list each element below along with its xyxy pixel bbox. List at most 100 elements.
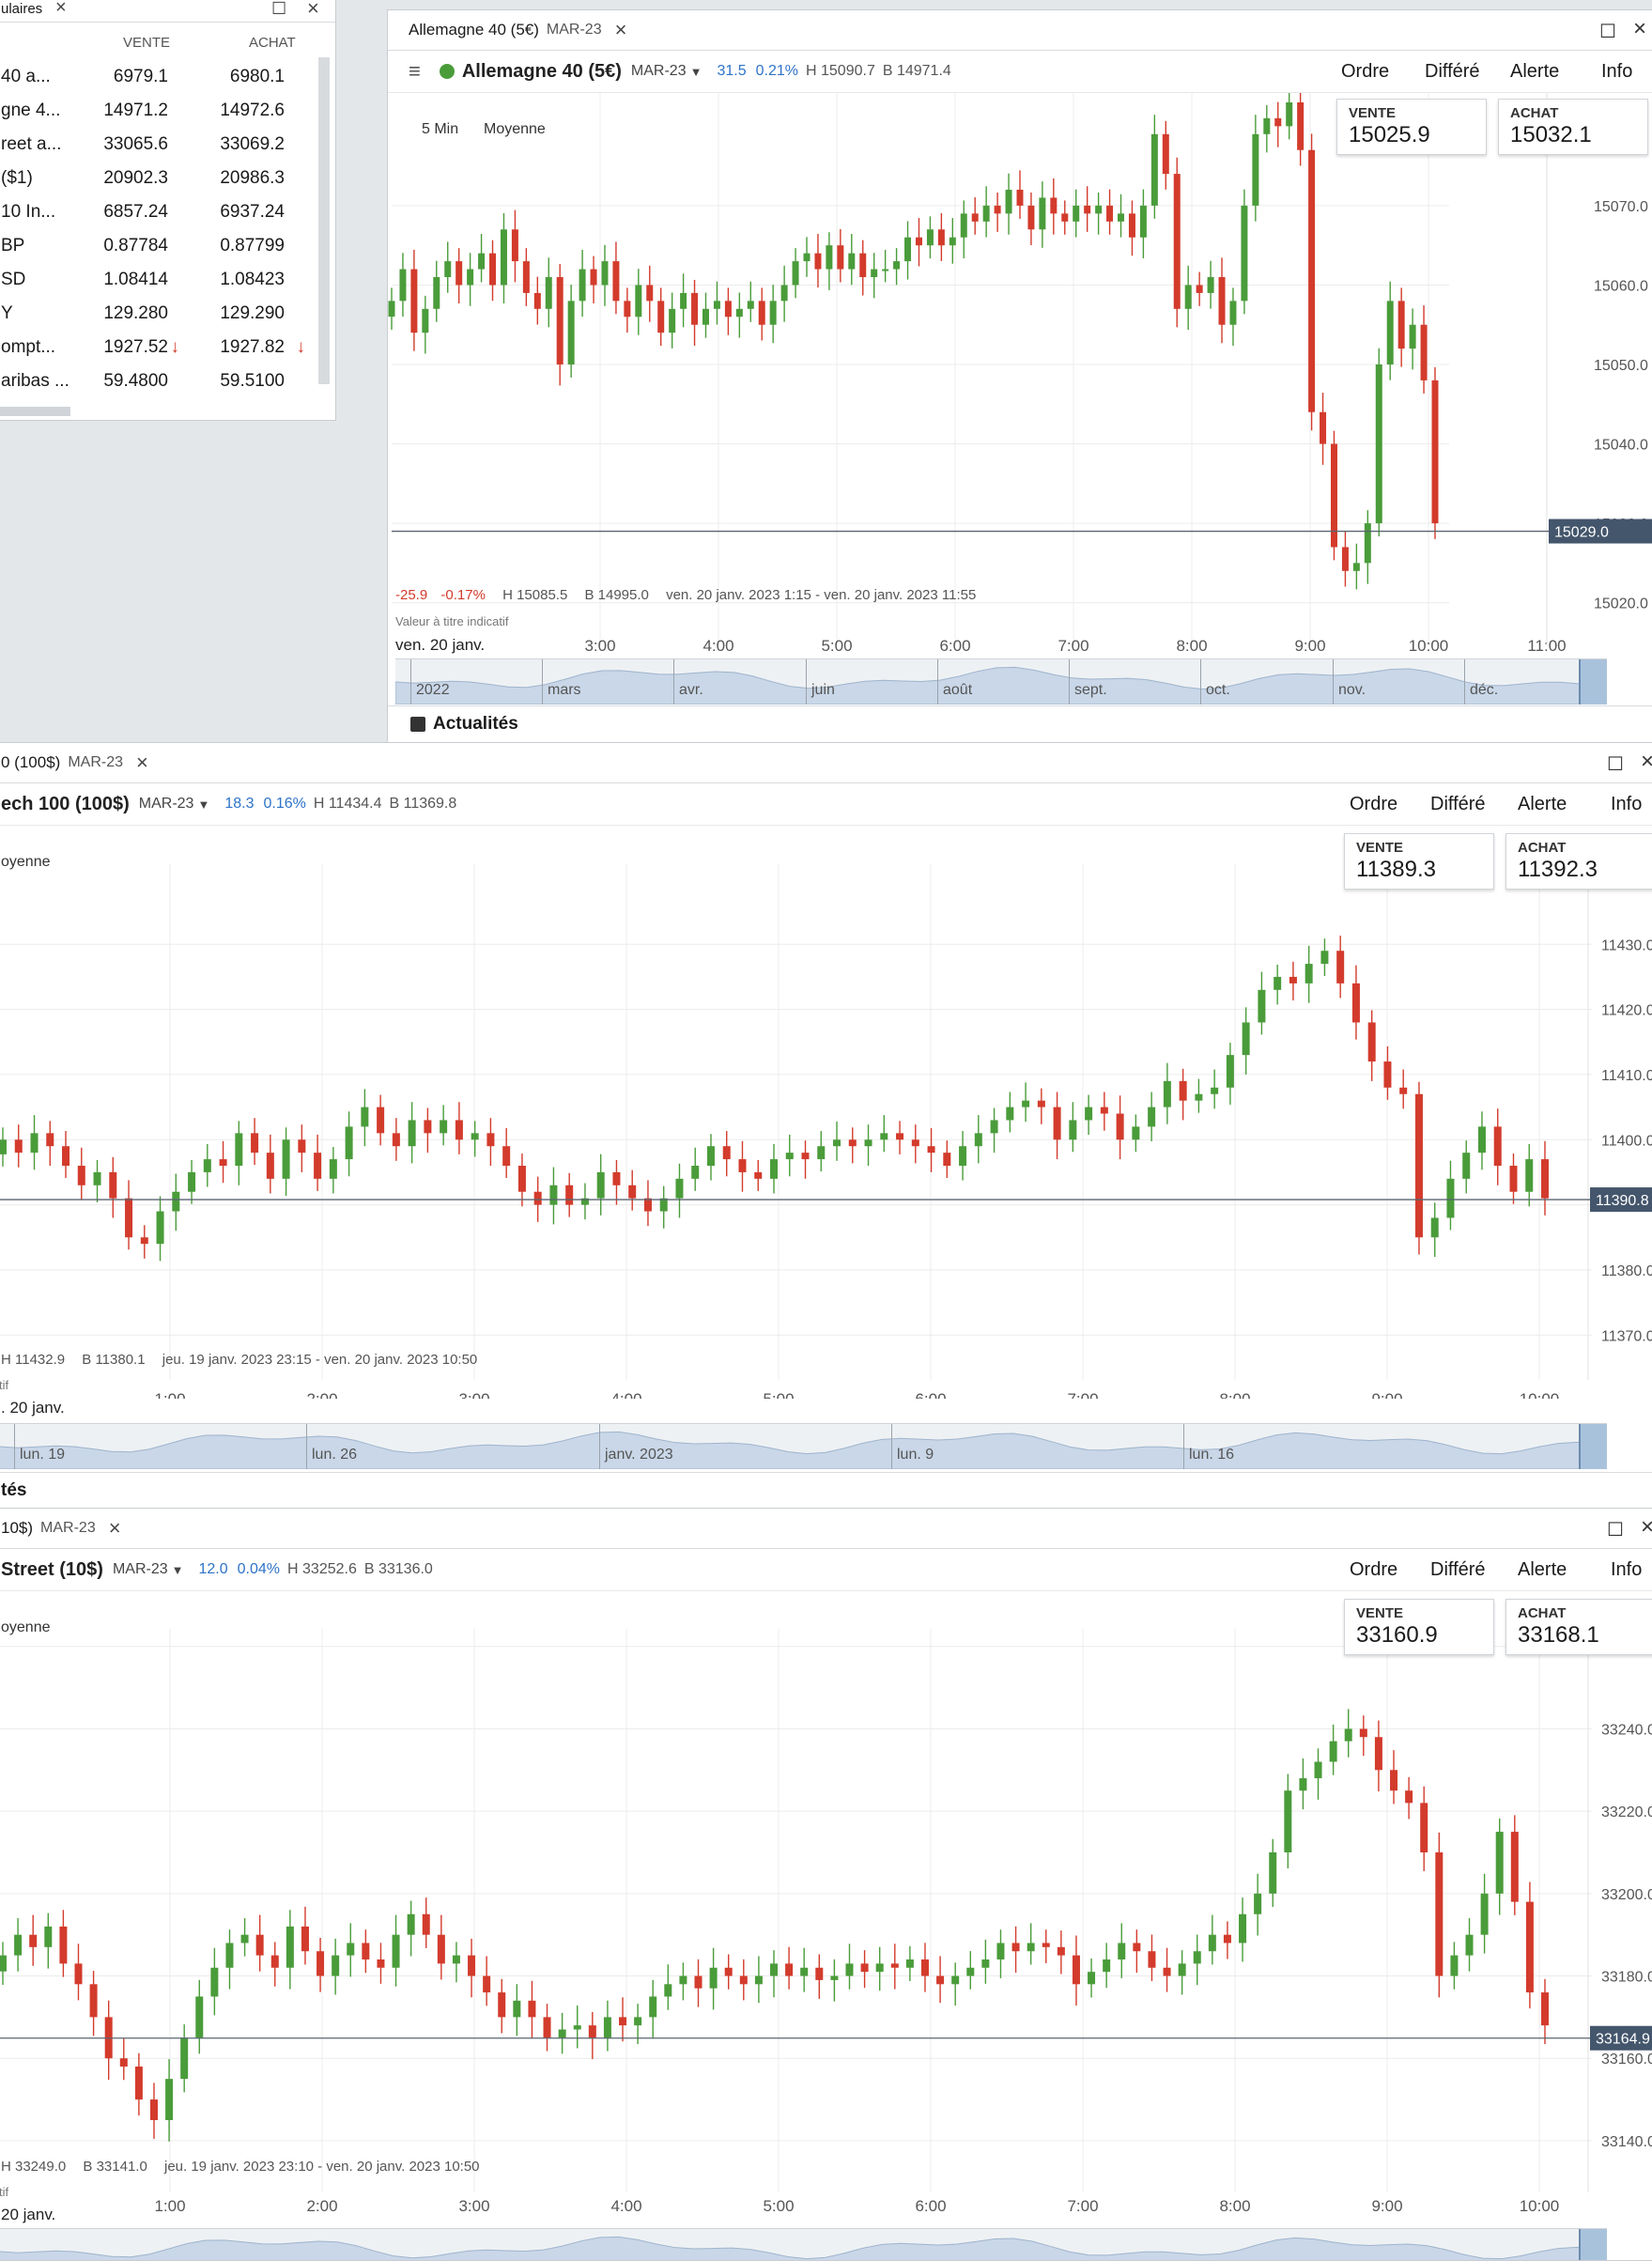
maximize-icon[interactable]: ☐	[1599, 22, 1616, 42]
watchlist-row[interactable]: gne 4... 14971.2 14972.6	[0, 93, 318, 127]
buy-price-button[interactable]: ACHAT 11392.3	[1505, 833, 1652, 890]
candle-body	[522, 261, 530, 293]
candle-up	[1477, 1111, 1486, 1170]
info-button[interactable]: Info	[1611, 793, 1643, 814]
watchlist-row[interactable]: reet a... 33065.6 33069.2	[0, 127, 318, 161]
instrument-expiry[interactable]: MAR-23	[112, 1561, 168, 1577]
menu-icon[interactable]: ≡	[409, 59, 421, 83]
watchlist-row[interactable]: 40 a... 6979.1 6980.1	[0, 59, 318, 93]
timeline-navigator[interactable]: 2022 mars avr. juin août sept. oct. nov. déc.	[395, 658, 1607, 705]
instrument-expiry[interactable]: MAR-23	[630, 63, 687, 79]
watchlist-row[interactable]: ($1) 20902.3 20986.3	[0, 161, 318, 194]
candle-up	[1193, 1934, 1201, 1986]
candle-down	[859, 240, 867, 296]
sell-price-button[interactable]: VENTE 33160.9	[1344, 1599, 1494, 1655]
session-change-pct: -0.17%	[440, 587, 486, 603]
candle-down	[915, 218, 922, 267]
expiry-dropdown-icon[interactable]: ▼	[171, 1562, 184, 1577]
watchlist-row[interactable]: Y 129.280 129.290	[0, 296, 318, 330]
candle-down	[628, 1169, 637, 1211]
watchlist-maximize-icon[interactable]: ☐	[271, 0, 287, 18]
alert-button[interactable]: Alerte	[1518, 1558, 1567, 1580]
order-button[interactable]: Ordre	[1341, 60, 1390, 82]
buy-price-button[interactable]: ACHAT 33168.1	[1505, 1599, 1652, 1655]
window-close-icon[interactable]: ×	[1641, 749, 1652, 775]
timeline-navigator[interactable]	[0, 2228, 1607, 2260]
indicative-note: Valeur à titre indicatif	[395, 614, 509, 628]
alert-button[interactable]: Alerte	[1510, 60, 1560, 82]
maximize-icon[interactable]: ☐	[1607, 1520, 1624, 1541]
candle-up	[392, 1914, 400, 1987]
watchlist-close-icon[interactable]: ×	[55, 0, 67, 18]
order-button[interactable]: Ordre	[1350, 1558, 1398, 1580]
candle-down	[1042, 1929, 1050, 1963]
tab-close-icon[interactable]: ×	[108, 1516, 121, 1540]
date-label: . 20 janv.	[1, 1399, 65, 1417]
expiry-dropdown-icon[interactable]: ▼	[689, 64, 702, 79]
watchlist-row-sell: 20902.3	[103, 168, 168, 188]
price-chart[interactable]: 3:00 4:00 5:00 6:00 7:00 8:00 9:00 10:00 11:00 15…	[388, 93, 1652, 657]
navigator-label: déc.	[1470, 682, 1499, 698]
window-close-icon[interactable]: ×	[1633, 16, 1647, 41]
panel-tab[interactable]: Allemagne 40 (5€) MAR-23 ×	[409, 10, 626, 50]
candle-down	[502, 1127, 511, 1178]
info-button[interactable]: Info	[1611, 1558, 1643, 1580]
watchlist-row-sell: 59.4800	[103, 371, 168, 391]
navigator-divider	[306, 1424, 307, 1469]
watchlist-row[interactable]: aribas ... 59.4800 59.5100	[0, 364, 318, 397]
instrument-expiry[interactable]: MAR-23	[138, 796, 194, 812]
candle-body	[1053, 1107, 1061, 1140]
news-bar[interactable]: Actualités	[388, 705, 1652, 743]
indicator-button[interactable]: oyenne	[1, 854, 51, 870]
timeline-navigator[interactable]: lun. 19 lun. 26 janv. 2023 lun. 9 lun. 16	[0, 1423, 1607, 1469]
candle-body	[1274, 117, 1282, 127]
candle-down	[1116, 1095, 1124, 1160]
watchlist-row[interactable]: 10 In... 6857.24 6937.24	[0, 194, 318, 228]
news-bar[interactable]: tés	[0, 1472, 1652, 1508]
navigator-handle[interactable]	[1579, 659, 1607, 705]
candle-down	[785, 1946, 794, 1990]
deferred-button[interactable]: Différé	[1430, 793, 1486, 814]
info-button[interactable]: Info	[1601, 60, 1633, 82]
watchlist-window-close-icon[interactable]: ×	[307, 0, 319, 20]
watchlist-row-buy: 59.5100	[220, 371, 285, 391]
panel-tab[interactable]: 0 (100$) MAR-23 ×	[1, 743, 148, 782]
deferred-button[interactable]: Différé	[1430, 1558, 1486, 1580]
expiry-dropdown-icon[interactable]: ▼	[197, 797, 210, 812]
navigator-handle[interactable]	[1579, 2229, 1607, 2260]
order-button[interactable]: Ordre	[1350, 793, 1398, 814]
navigator-area	[0, 1431, 1607, 1469]
indicator-button[interactable]: oyenne	[1, 1619, 51, 1635]
watchlist-vertical-scrollbar[interactable]	[318, 57, 330, 384]
window-close-icon[interactable]: ×	[1641, 1514, 1652, 1541]
navigator-handle[interactable]	[1579, 1424, 1607, 1469]
tab-close-icon[interactable]: ×	[136, 751, 148, 774]
x-tick-label: 4:00	[610, 2197, 641, 2211]
candle-up	[195, 1979, 204, 2054]
price-chart[interactable]: 1:00 2:00 3:00 4:00 5:00 6:00 7:00 8:00 9:00 10:0…	[0, 826, 1652, 1399]
candle-down	[814, 233, 822, 288]
watchlist-row-buy: 1.08423	[220, 270, 285, 289]
candle-body	[893, 261, 901, 270]
price-chart[interactable]: 1:00 2:00 3:00 4:00 5:00 6:00 7:00 8:00 9:00 10:0…	[0, 1591, 1652, 2211]
deferred-button[interactable]: Différé	[1425, 60, 1480, 82]
tab-close-icon[interactable]: ×	[614, 18, 627, 41]
watchlist-row[interactable]: SD 1.08414 1.08423	[0, 262, 318, 296]
watchlist-row[interactable]: BP 0.87784 0.87799	[0, 228, 318, 262]
buy-label: ACHAT	[1510, 105, 1559, 121]
sell-price-button[interactable]: VENTE 11389.3	[1344, 833, 1494, 890]
timeframe-button[interactable]: 5 Min	[422, 121, 459, 137]
watchlist-horizontal-scrollbar[interactable]	[0, 407, 70, 416]
watchlist-row[interactable]: ompt... 1927.52 1927.82 ↓ ↓	[0, 330, 318, 364]
maximize-icon[interactable]: ☐	[1607, 754, 1624, 775]
candle-body	[1173, 174, 1181, 309]
indicator-button[interactable]: Moyenne	[484, 121, 546, 137]
candle-body	[266, 1153, 274, 1179]
candle-down	[533, 276, 541, 325]
buy-price-button[interactable]: ACHAT 15032.1	[1498, 99, 1648, 155]
candle-body	[646, 285, 654, 302]
candle-down	[483, 1956, 491, 2006]
alert-button[interactable]: Alerte	[1518, 793, 1567, 814]
panel-tab[interactable]: 10$) MAR-23 ×	[1, 1509, 121, 1548]
sell-price-button[interactable]: VENTE 15025.9	[1336, 99, 1487, 155]
